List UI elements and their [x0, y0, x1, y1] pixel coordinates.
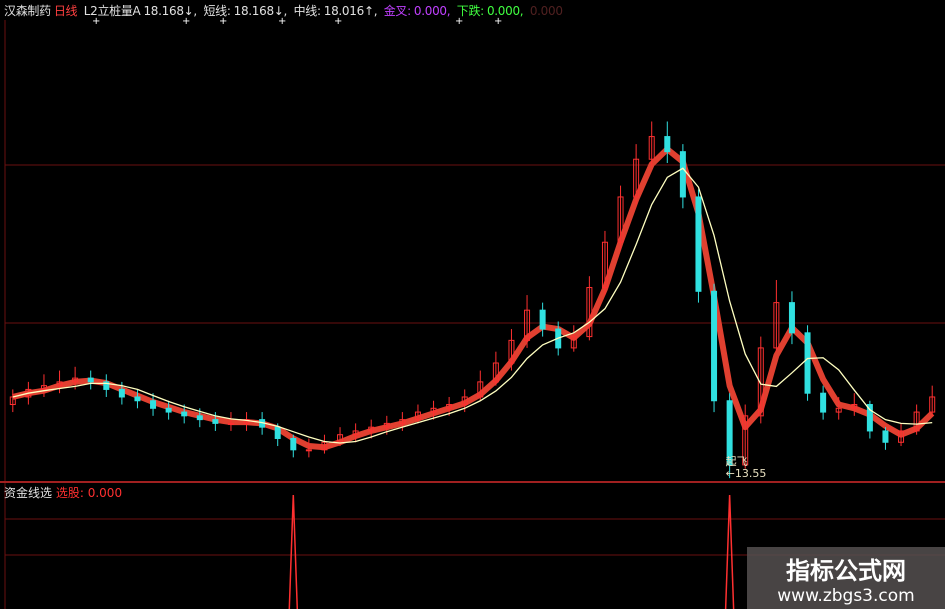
candle-body	[134, 396, 141, 402]
candle-body	[882, 430, 889, 443]
candle-body	[103, 381, 110, 390]
candle-body	[664, 136, 671, 153]
takeoff-label: 起飞	[725, 455, 748, 469]
stock-pick-signal	[724, 494, 735, 609]
candle-body	[461, 396, 468, 406]
watermark-title: 指标公式网	[786, 557, 906, 585]
stock-name: 汉森制药	[4, 4, 51, 18]
candle-body	[820, 392, 827, 413]
candle-body	[773, 302, 780, 349]
candle-body	[539, 309, 546, 330]
short-line-label: 短线:	[203, 4, 231, 18]
watermark: 指标公式网 www.zbgs3.com	[747, 547, 945, 609]
main-panel-header: 汉森制药 日线 L2立桩量A 18.168↓, 短线: 18.168↓, 中线: 18.…	[4, 2, 566, 19]
candle-body	[227, 422, 234, 425]
candle-body	[617, 196, 624, 243]
candle-body	[929, 396, 936, 413]
candle-body	[150, 400, 157, 409]
header-marker: +	[455, 16, 463, 27]
header-marker: +	[494, 16, 502, 27]
lower-panel-header: 资金线选 选股: 0.000	[4, 484, 122, 501]
mid-line-value: 18.016↑,	[323, 4, 378, 18]
candle-body	[414, 411, 421, 421]
candle-body	[212, 419, 219, 424]
candle-body	[492, 362, 499, 383]
short-line-ribbon	[12, 146, 935, 451]
candle-body	[757, 347, 764, 417]
low-annotation: 起飞 ←13.55	[726, 456, 767, 480]
indicator-value: 18.168↓,	[143, 4, 197, 18]
candle-body	[866, 404, 873, 432]
candle-body	[430, 407, 437, 413]
candle-body	[40, 385, 47, 390]
fall-label: 下跌:	[456, 4, 484, 18]
candle-body	[165, 407, 172, 413]
golden-cross-label: 金叉:	[383, 4, 411, 18]
candle-body	[586, 287, 593, 338]
header-marker: +	[182, 16, 190, 27]
candle-body	[570, 336, 577, 349]
candle-body	[711, 290, 718, 402]
candle-body	[87, 377, 94, 383]
candle-body	[695, 196, 702, 292]
header-marker: +	[219, 16, 227, 27]
candle-body	[72, 377, 79, 383]
candle-body	[742, 415, 749, 466]
low-price-label: ←13.55	[725, 467, 767, 481]
candle-body	[305, 449, 312, 452]
header-marker: +	[278, 16, 286, 27]
candle-body	[898, 430, 905, 443]
golden-cross-value: 0.000,	[413, 4, 451, 18]
period-label[interactable]: 日线	[53, 4, 78, 18]
candle-body	[633, 158, 640, 198]
candle-body	[788, 302, 795, 334]
candle-body	[56, 381, 63, 387]
candle-body	[648, 136, 655, 160]
candle-body	[508, 339, 515, 364]
candle-body	[368, 426, 375, 432]
candle-body	[181, 411, 188, 417]
lower-indicator-name: 资金线选	[4, 486, 53, 500]
candle-body	[524, 309, 531, 341]
stock-pick-label: 选股:	[55, 486, 84, 500]
stock-pick-value: 0.000	[87, 486, 123, 500]
watermark-url: www.zbgs3.com	[777, 586, 915, 606]
header-marker: +	[92, 16, 100, 27]
mid-line-label: 中线:	[293, 4, 321, 18]
candle-body	[679, 151, 686, 198]
candle-body	[851, 404, 858, 409]
candle-body	[321, 441, 328, 451]
candle-body	[118, 388, 125, 398]
candle-body	[601, 241, 608, 289]
candle-body	[726, 400, 733, 466]
header-marker: +	[334, 16, 342, 27]
candle-body	[196, 415, 203, 421]
short-line-value: 18.168↓,	[233, 4, 288, 18]
candle-body	[290, 437, 297, 451]
stock-pick-signal	[288, 494, 299, 609]
candle-body	[274, 426, 281, 439]
candle-body	[835, 407, 842, 413]
candle-body	[383, 422, 390, 428]
candle-body	[243, 419, 250, 424]
extra-value: 0.000	[529, 4, 563, 18]
candle-body	[352, 430, 359, 436]
candle-body	[477, 381, 484, 398]
fall-value: 0.000,	[486, 4, 524, 18]
candle-body	[804, 332, 811, 394]
candle-body	[446, 404, 453, 409]
mid-line	[12, 167, 933, 444]
candle-body	[399, 419, 406, 424]
candle-body	[337, 434, 344, 443]
indicator-label: L2立桩量A	[83, 4, 141, 18]
candle-body	[913, 411, 920, 432]
